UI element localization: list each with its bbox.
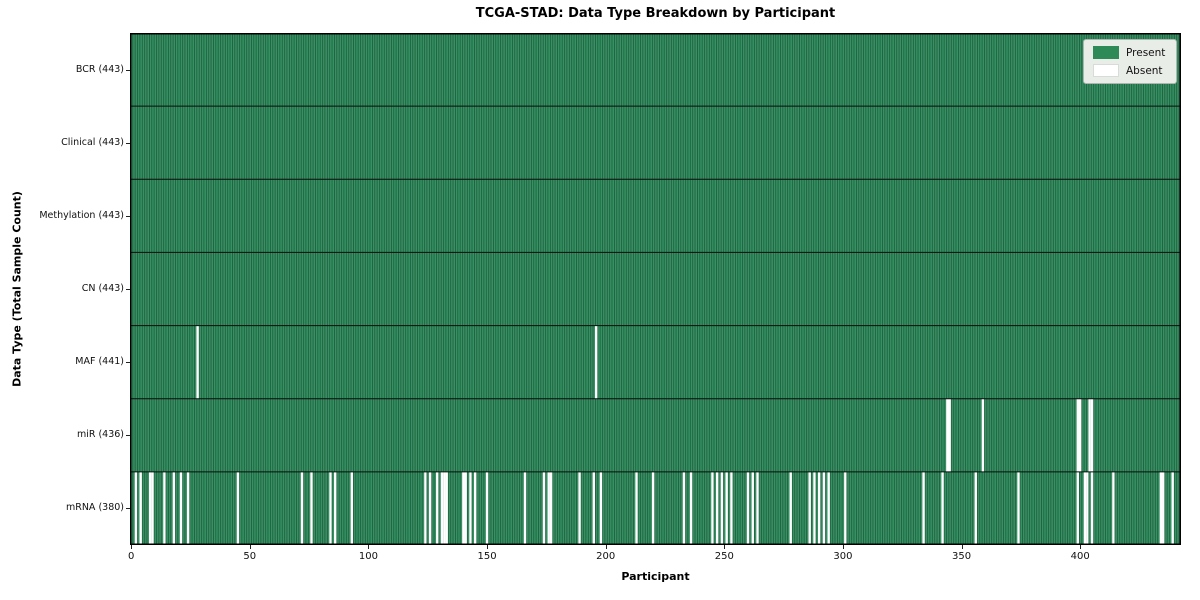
x-tick-mark (368, 545, 370, 549)
legend-item-present: Present (1093, 46, 1167, 59)
legend-swatch-present-icon (1093, 46, 1119, 59)
x-tick-label-100: 100 (358, 551, 378, 562)
y-tick-mark (126, 215, 130, 217)
x-tick-mark (961, 545, 963, 549)
x-tick-mark (842, 545, 844, 549)
legend: Present Absent (1083, 39, 1177, 84)
legend-item-absent: Absent (1093, 64, 1167, 77)
x-tick-label-200: 200 (596, 551, 616, 562)
y-tick-mark (126, 69, 130, 71)
x-tick-mark (131, 545, 133, 549)
x-tick-mark (605, 545, 607, 549)
x-axis-title: Participant (621, 570, 690, 583)
legend-label-absent: Absent (1126, 64, 1163, 77)
y-tick-label-CN: CN (443) (81, 283, 124, 294)
x-tick-mark (1080, 545, 1082, 549)
x-tick-label-300: 300 (833, 551, 853, 562)
legend-label-present: Present (1126, 46, 1166, 59)
x-tick-label-250: 250 (714, 551, 734, 562)
y-tick-label-Clinical: Clinical (443) (61, 136, 124, 148)
legend-swatch-absent-icon (1093, 64, 1119, 77)
y-tick-mark (126, 142, 130, 144)
x-tick-mark (724, 545, 726, 549)
x-tick-label-50: 50 (243, 551, 257, 562)
x-tick-mark (249, 545, 251, 549)
y-tick-mark (126, 508, 130, 510)
plot-area (130, 33, 1181, 545)
y-tick-label-mRNA: mRNA (380) (65, 502, 124, 514)
y-tick-mark (126, 362, 130, 364)
y-tick-mark (126, 289, 130, 290)
y-tick-label-miR: miR (436) (76, 429, 124, 441)
x-tick-mark (487, 545, 489, 549)
chart-title: TCGA-STAD: Data Type Breakdown by Partic… (475, 6, 836, 21)
x-tick-label-150: 150 (477, 551, 497, 562)
y-tick-label-Methylation: Methylation (443) (39, 209, 124, 221)
y-tick-mark (126, 435, 130, 437)
x-tick-label-350: 350 (952, 551, 972, 562)
x-tick-label-400: 400 (1070, 551, 1090, 562)
y-tick-label-BCR: BCR (443) (75, 63, 124, 75)
x-tick-label-0: 0 (127, 551, 135, 562)
y-tick-label-MAF: MAF (441) (75, 356, 124, 368)
